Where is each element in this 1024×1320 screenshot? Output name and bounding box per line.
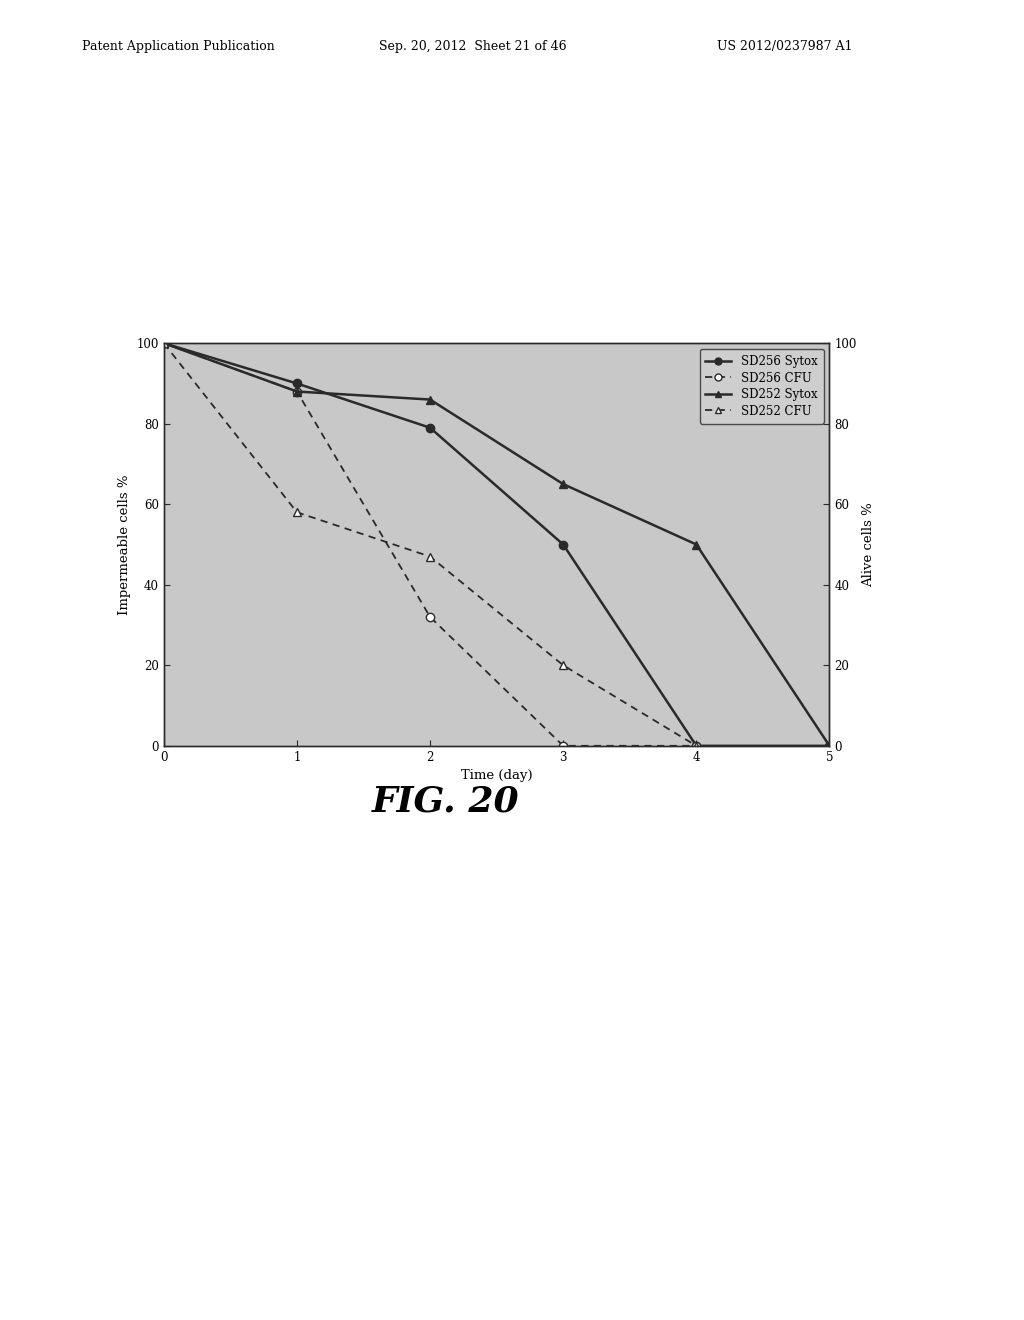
SD256 Sytox xyxy=(291,375,303,391)
SD256 Sytox xyxy=(424,420,436,436)
SD256 CFU xyxy=(690,738,702,754)
SD252 Sytox xyxy=(424,392,436,408)
SD252 Sytox xyxy=(557,477,569,492)
Legend: SD256 Sytox, SD256 CFU, SD252 Sytox, SD252 CFU: SD256 Sytox, SD256 CFU, SD252 Sytox, SD2… xyxy=(699,348,823,424)
SD252 CFU xyxy=(291,504,303,520)
SD252 Sytox xyxy=(823,738,836,754)
SD256 Sytox xyxy=(690,738,702,754)
SD256 CFU xyxy=(158,335,170,351)
SD252 CFU xyxy=(557,657,569,673)
Text: Patent Application Publication: Patent Application Publication xyxy=(82,40,274,53)
Line: SD256 CFU: SD256 CFU xyxy=(160,339,700,750)
SD256 CFU xyxy=(557,738,569,754)
Line: SD252 Sytox: SD252 Sytox xyxy=(160,339,834,750)
SD256 Sytox xyxy=(557,536,569,552)
Y-axis label: Alive cells %: Alive cells % xyxy=(862,502,876,587)
SD252 CFU xyxy=(424,549,436,565)
X-axis label: Time (day): Time (day) xyxy=(461,770,532,783)
SD256 CFU xyxy=(424,609,436,624)
Text: US 2012/0237987 A1: US 2012/0237987 A1 xyxy=(717,40,852,53)
Line: SD252 CFU: SD252 CFU xyxy=(160,339,700,750)
SD256 CFU xyxy=(291,384,303,400)
Text: FIG. 20: FIG. 20 xyxy=(372,785,519,818)
SD256 Sytox xyxy=(158,335,170,351)
SD252 CFU xyxy=(158,335,170,351)
SD256 Sytox xyxy=(823,738,836,754)
Text: Sep. 20, 2012  Sheet 21 of 46: Sep. 20, 2012 Sheet 21 of 46 xyxy=(379,40,566,53)
SD252 Sytox xyxy=(291,384,303,400)
SD252 Sytox xyxy=(690,536,702,552)
SD252 Sytox xyxy=(158,335,170,351)
SD252 CFU xyxy=(690,738,702,754)
Line: SD256 Sytox: SD256 Sytox xyxy=(160,339,834,750)
Y-axis label: Impermeable cells %: Impermeable cells % xyxy=(118,474,131,615)
